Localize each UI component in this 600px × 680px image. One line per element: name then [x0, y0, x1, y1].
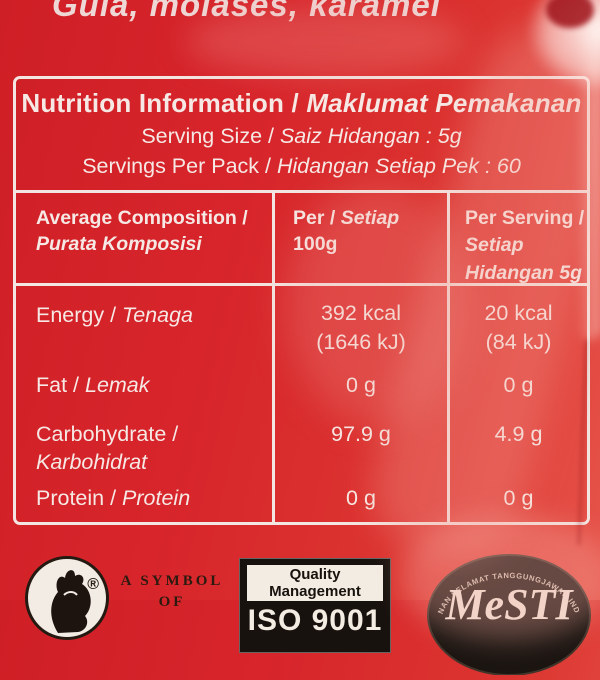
symbol-of-line2: OF [158, 594, 186, 610]
col2-header-en: Per / [293, 207, 341, 229]
col2-header-my: Setiap [340, 207, 400, 229]
carbohydrate-label-en: Carbohydrate / [36, 422, 179, 446]
nutrition-panel: Nutrition Information / Maklumat Pemakan… [13, 76, 590, 525]
energy-label-en: Energy / [36, 303, 123, 327]
col3-header-my1: Setiap [465, 234, 524, 257]
col-header-per-serving: Per Serving / Setiap Hidangan 5g [450, 193, 587, 286]
mesti-oval-icon: MAKANAN SELAMAT TANGGUNGJAWAB INDUSTRI M… [423, 544, 591, 676]
nutrition-title-en: Nutrition Information / [21, 88, 307, 118]
nutrition-title: Nutrition Information / Maklumat Pemakan… [16, 88, 587, 119]
symbol-of-text: A SYMBOL OF [120, 573, 224, 611]
symbol-of-line1: A SYMBOL [120, 573, 224, 589]
brand-roundel-logo: ® [25, 556, 109, 640]
energy-serving-kj: (84 kJ) [485, 330, 552, 354]
ingredients-text: Gula, molases, karamel [52, 0, 441, 23]
energy-per100-kj: (1646 kJ) [316, 330, 406, 354]
protein-serving-value: 0 g [503, 486, 534, 510]
column-per-serving: Per Serving / Setiap Hidangan 5g 20 kcal… [447, 193, 587, 522]
serving-size-my: Saiz Hidangan : 5g [279, 124, 462, 148]
package-fold-shadow [546, 0, 594, 28]
nutrition-panel-header: Nutrition Information / Maklumat Pemakan… [16, 79, 587, 193]
row-label-protein: Protein / Protein [16, 482, 272, 522]
row-label-carbohydrate: Carbohydrate / Karbohidrat [16, 418, 272, 482]
nutrition-title-my: Maklumat Pemakanan [306, 88, 582, 118]
col3-header-en: Per Serving / [465, 207, 585, 229]
energy-serving-value: 20 kcal (84 kJ) [450, 286, 587, 366]
column-average-composition: Average Composition / Purata Komposisi E… [16, 193, 272, 522]
fat-serving-value: 0 g [503, 373, 534, 397]
col1-header-en: Average Composition / [36, 207, 248, 229]
energy-label-my: Tenaga [122, 303, 193, 327]
energy-per100-kcal: 392 kcal [320, 301, 402, 325]
mesti-wordmark: MeSTI [444, 580, 574, 629]
iso-quality-management-label: Quality Management [246, 564, 384, 602]
carbohydrate-serving-value: 4.9 g [494, 422, 543, 446]
energy-per100-value: 392 kcal (1646 kJ) [275, 286, 447, 366]
serving-size-en: Serving Size / [141, 124, 280, 148]
row-label-fat: Fat / Lemak [16, 366, 272, 418]
carbohydrate-label-my: Karbohidrat [36, 450, 148, 475]
protein-label-en: Protein / [36, 486, 123, 510]
iso-9001-label: ISO 9001 [247, 604, 383, 637]
col1-header-my: Purata Komposisi [36, 233, 202, 256]
carbohydrate-per100-value: 97.9 g [331, 422, 391, 446]
servings-per-pack-line: Servings Per Pack / Hidangan Setiap Pek … [16, 154, 587, 179]
iso-9001-badge: Quality Management ISO 9001 [239, 558, 391, 653]
col-header-per-100g: Per / Setiap 100g [275, 193, 447, 286]
col2-header-100g: 100g [293, 233, 338, 256]
energy-serving-kcal: 20 kcal [484, 301, 553, 325]
nutrition-table: Average Composition / Purata Komposisi E… [16, 193, 587, 522]
fat-label-my: Lemak [84, 373, 150, 397]
fat-per100-value: 0 g [346, 373, 376, 397]
brand-animal-icon [51, 570, 91, 633]
column-per-100g: Per / Setiap 100g 392 kcal (1646 kJ) 0 g… [272, 193, 447, 522]
protein-per100-value: 0 g [346, 486, 376, 510]
col-header-average-composition: Average Composition / Purata Komposisi [16, 193, 272, 286]
serving-size-line: Serving Size / Saiz Hidangan : 5g [16, 124, 587, 149]
protein-label-my: Protein [122, 486, 191, 510]
col3-header-my2: Hidangan 5g [465, 261, 583, 284]
row-label-energy: Energy / Tenaga [16, 286, 272, 366]
servings-per-pack-my: Hidangan Setiap Pek : 60 [276, 154, 521, 178]
servings-per-pack-en: Servings Per Pack / [82, 154, 277, 178]
registered-trademark-icon: ® [87, 576, 99, 593]
mesti-badge: MAKANAN SELAMAT TANGGUNGJAWAB INDUSTRI M… [423, 544, 592, 676]
fat-label-en: Fat / [36, 373, 85, 397]
